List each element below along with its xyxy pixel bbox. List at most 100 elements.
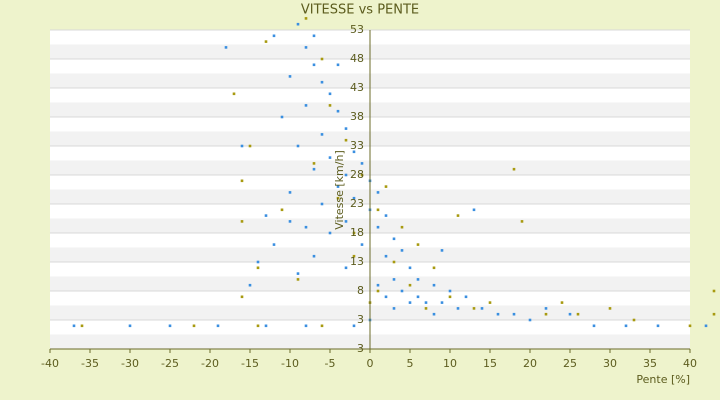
point — [192, 324, 196, 328]
point — [624, 324, 628, 328]
point — [232, 92, 236, 96]
point — [448, 289, 452, 293]
point — [328, 92, 332, 96]
point — [512, 167, 516, 171]
point — [496, 312, 500, 316]
point — [320, 80, 324, 84]
point — [592, 324, 596, 328]
point — [360, 243, 364, 246]
point — [320, 324, 324, 328]
point — [392, 307, 396, 310]
axes: 338131823283338434853-40-35-30-25-20-15-… — [41, 23, 697, 370]
point — [424, 301, 428, 304]
point — [400, 225, 404, 229]
point — [352, 324, 356, 328]
point — [264, 214, 268, 217]
point — [408, 283, 412, 287]
point — [272, 243, 276, 246]
point — [352, 231, 356, 235]
x-tick-label: -35 — [81, 357, 99, 370]
point — [312, 254, 316, 258]
point — [256, 324, 260, 328]
point — [288, 75, 292, 78]
x-tick-label: 10 — [443, 357, 457, 370]
point — [704, 324, 708, 328]
point — [240, 144, 244, 148]
y-tick-label: 43 — [350, 81, 364, 94]
point — [400, 289, 404, 293]
x-tick-label: -25 — [161, 357, 179, 370]
y-tick-label: 23 — [350, 197, 364, 210]
point — [352, 196, 356, 200]
point — [456, 307, 460, 310]
point — [448, 295, 452, 299]
y-tick-label: 33 — [350, 139, 364, 152]
point — [304, 46, 308, 49]
point — [304, 17, 308, 20]
y-tick-label: 28 — [350, 168, 364, 181]
point — [416, 278, 420, 281]
x-axis-label: Pente [%] — [636, 373, 690, 386]
point — [336, 185, 340, 188]
point — [656, 324, 660, 328]
point — [288, 191, 292, 194]
point — [488, 301, 492, 304]
x-tick-label: 0 — [367, 357, 374, 370]
point — [376, 283, 380, 287]
x-tick-label: -15 — [241, 357, 259, 370]
point — [240, 220, 244, 223]
point — [248, 144, 252, 148]
point — [712, 289, 716, 293]
point — [256, 266, 260, 270]
point — [80, 324, 84, 328]
x-tick-label: 5 — [407, 357, 414, 370]
point — [328, 156, 332, 159]
point — [560, 301, 564, 304]
point — [312, 34, 316, 38]
point — [304, 324, 308, 328]
point — [520, 220, 524, 223]
y-tick-label: 8 — [357, 284, 364, 297]
point — [296, 272, 300, 275]
point — [632, 318, 636, 322]
point — [344, 220, 348, 223]
point — [568, 312, 572, 316]
point — [544, 307, 548, 310]
point — [312, 63, 316, 67]
point — [472, 307, 476, 310]
point — [224, 46, 228, 49]
point — [264, 40, 268, 43]
point — [360, 162, 364, 165]
point — [344, 173, 348, 177]
x-tick-label: -20 — [201, 357, 219, 370]
y-tick-label: 13 — [350, 255, 364, 268]
x-tick-label: 25 — [563, 357, 577, 370]
point — [480, 307, 484, 310]
point — [240, 295, 244, 299]
y-tick-label: 18 — [350, 226, 364, 239]
point — [128, 324, 132, 328]
point — [416, 295, 420, 299]
point — [528, 318, 532, 322]
point — [440, 249, 444, 252]
point — [328, 104, 332, 107]
point — [168, 324, 172, 328]
point — [432, 283, 436, 287]
point — [456, 214, 460, 217]
point — [392, 237, 396, 241]
x-tick-label: -10 — [281, 357, 299, 370]
point — [392, 278, 396, 281]
point — [336, 196, 340, 200]
point — [280, 208, 284, 212]
point — [312, 162, 316, 165]
point — [464, 295, 468, 299]
point — [304, 225, 308, 229]
point — [336, 109, 340, 113]
point — [392, 260, 396, 264]
point — [240, 179, 244, 183]
point — [272, 34, 276, 38]
point — [544, 312, 548, 316]
point — [344, 266, 348, 270]
point — [328, 231, 332, 235]
